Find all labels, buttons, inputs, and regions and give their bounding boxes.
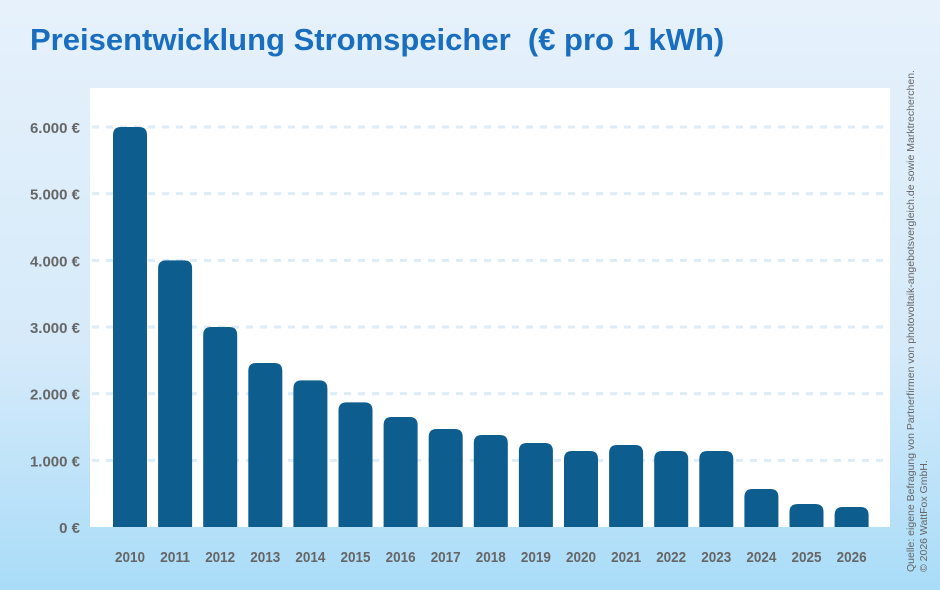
x-tick-label: 2010: [115, 549, 145, 566]
x-tick-label: 2023: [701, 549, 731, 566]
x-tick-label: 2021: [611, 549, 641, 566]
x-tick-label: 2022: [656, 549, 686, 566]
y-tick-label: 1.000 €: [30, 453, 81, 470]
bar: [789, 504, 824, 527]
y-tick-label: 2.000 €: [30, 387, 81, 404]
bar: [428, 429, 463, 527]
chart-title: Preisentwicklung Stromspeicher (€ pro 1 …: [30, 22, 725, 57]
bar: [248, 363, 283, 527]
y-tick-label: 4.000 €: [30, 253, 81, 270]
x-tick-label: 2012: [205, 549, 235, 566]
x-tick-label: 2020: [566, 549, 596, 566]
bar: [383, 417, 418, 527]
source-note: Quelle: eigene Befragung von Partnerfirm…: [905, 70, 931, 572]
bar: [654, 451, 689, 527]
bar: [518, 443, 553, 527]
x-tick-label: 2011: [160, 549, 190, 566]
bar: [338, 402, 373, 527]
bar: [609, 445, 644, 527]
bar: [473, 435, 508, 527]
y-tick-label: 3.000 €: [30, 320, 81, 337]
x-tick-label: 2019: [521, 549, 551, 566]
bar: [744, 489, 779, 527]
bar: [293, 380, 328, 527]
y-tick-label: 5.000 €: [30, 187, 81, 204]
bar: [834, 507, 869, 527]
x-tick-label: 2017: [431, 549, 461, 566]
y-tick-label: 6.000 €: [30, 120, 81, 137]
bar: [203, 327, 238, 527]
x-tick-label: 2024: [746, 549, 777, 566]
x-tick-label: 2025: [792, 549, 822, 566]
x-tick-label: 2013: [250, 549, 280, 566]
x-tick-label: 2016: [386, 549, 416, 566]
bar: [158, 260, 193, 527]
copyright-text: © 2026 WattFox GmbH.: [918, 460, 930, 572]
x-tick-label: 2014: [295, 549, 326, 566]
x-tick-label: 2018: [476, 549, 506, 566]
bar: [699, 451, 734, 527]
source-text: Quelle: eigene Befragung von Partnerfirm…: [905, 70, 917, 572]
y-tick-label: 0 €: [59, 520, 81, 537]
x-tick-label: 2026: [837, 549, 867, 566]
bar: [113, 127, 147, 527]
bar: [564, 451, 598, 527]
x-tick-label: 2015: [341, 549, 371, 566]
